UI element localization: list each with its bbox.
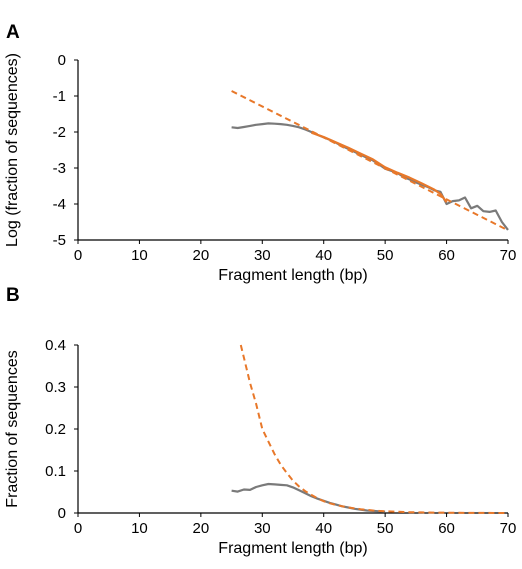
panel-b-y-tick-label: 0.3 — [45, 379, 66, 396]
panel-b-y-tick-label: 0.1 — [45, 463, 66, 480]
panel-b-x-tick-label: 10 — [131, 520, 148, 537]
panel-b-x-tick-label: 30 — [254, 520, 271, 537]
panel-b-series-0-line — [231, 482, 386, 513]
panel-a-y-tick-label: -2 — [53, 124, 66, 141]
panel-a-x-tick-label: 60 — [438, 247, 455, 264]
panel-b-y-axis-title: Fraction of sequences — [4, 350, 21, 507]
panel-a-x-tick-label: 20 — [193, 247, 210, 264]
panel-a-x-tick-label: 70 — [500, 247, 517, 264]
panel-b-x-tick-label: 50 — [377, 520, 394, 537]
panel-b-series-1-line — [239, 344, 509, 514]
panel-b-x-tick-label: 0 — [74, 520, 82, 537]
panel-a-y-tick-label: -1 — [53, 88, 66, 105]
panel-a-y-axis-title: Log (fraction of sequences) — [4, 53, 21, 247]
panel-a-x-tick-label: 30 — [254, 247, 271, 264]
panel-b-x-tick-label: 60 — [438, 520, 455, 537]
panel-a-x-tick-label: 40 — [315, 247, 332, 264]
panel-b-y-tick-label: 0.4 — [45, 337, 66, 354]
panel-a-x-tick-label: 10 — [131, 247, 148, 264]
panel-b: B 0 0.1 0.2 0.3 0.4 0 10 20 30 40 50 60 70 Fragment l… — [4, 285, 516, 557]
panel-a-x-tick-label: 50 — [377, 247, 394, 264]
panel-b-x-tick-label: 20 — [193, 520, 210, 537]
panel-a-y-tick-label: -4 — [53, 196, 66, 213]
panel-b-y-tick-label: 0.2 — [45, 421, 66, 438]
panel-a-letter: A — [6, 22, 20, 43]
panel-b-x-tick-label: 40 — [315, 520, 332, 537]
panel-a-y-tick-label: 0 — [58, 52, 66, 69]
panel-a: A 0 -1 -2 -3 -4 -5 0 10 20 30 40 50 60 70 Fragment len… — [4, 22, 516, 284]
panel-a-series-0-line — [231, 122, 509, 231]
panel-a-y-tick-label: -5 — [53, 232, 66, 249]
panel-a-y-tick-label: -3 — [53, 160, 66, 177]
panel-a-x-axis-title: Fragment length (bp) — [218, 267, 367, 284]
panel-b-y-tick-label: 0 — [58, 505, 66, 522]
panel-a-series-2-line — [231, 90, 509, 232]
panel-b-x-tick-label: 70 — [500, 520, 517, 537]
panel-a-series-1-line — [311, 131, 448, 203]
panel-b-letter: B — [6, 285, 20, 306]
panel-b-x-axis-title: Fragment length (bp) — [218, 540, 367, 557]
panel-a-x-tick-label: 0 — [74, 247, 82, 264]
